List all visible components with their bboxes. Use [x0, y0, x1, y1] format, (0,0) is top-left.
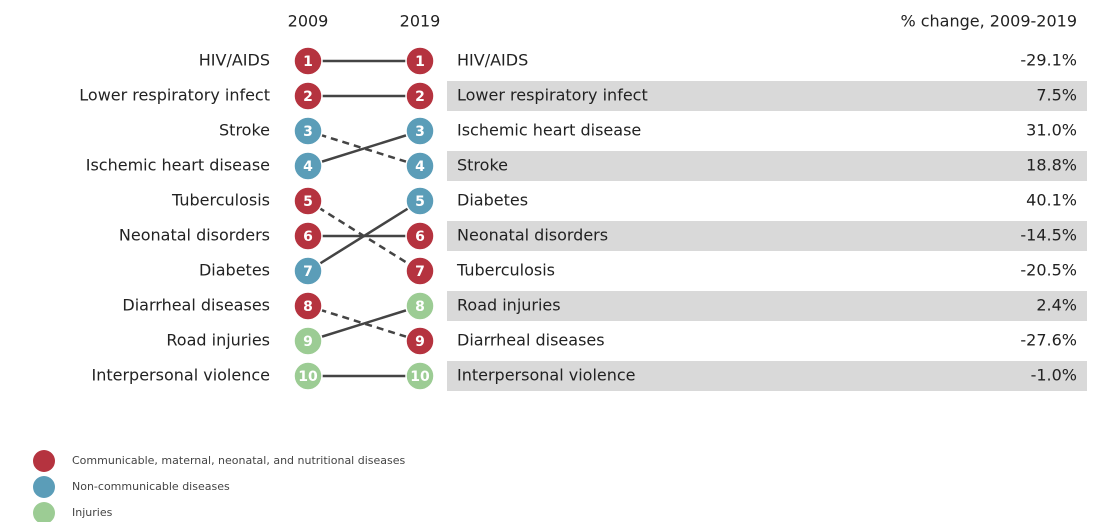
rank-circle	[293, 151, 323, 181]
rank-circle	[405, 361, 435, 391]
row-shading	[447, 151, 1087, 181]
rank-circle	[405, 151, 435, 181]
rank-number: 4	[303, 159, 313, 175]
legend-swatch	[33, 502, 55, 522]
cause-label: Diabetes	[457, 191, 528, 210]
cause-label: HIV/AIDS	[199, 51, 270, 70]
cause-label: Diabetes	[199, 261, 270, 280]
rank-number: 5	[303, 194, 313, 210]
rank-circle	[293, 221, 323, 251]
cause-label: Road injuries	[457, 296, 561, 315]
rank-number: 7	[303, 264, 313, 280]
cause-label: Neonatal disorders	[119, 226, 270, 245]
rank-number: 4	[415, 159, 425, 175]
connector	[307, 199, 421, 273]
rank-circle	[293, 186, 323, 216]
rank-circle	[405, 291, 435, 321]
row-shading-layer	[447, 81, 1087, 391]
rank-number: 9	[303, 334, 313, 350]
rank-number: 9	[415, 334, 425, 350]
cause-label: Ischemic heart disease	[86, 156, 270, 175]
rank-number: 6	[415, 229, 425, 245]
cause-label: Interpersonal violence	[91, 366, 270, 385]
rank-circle	[293, 116, 323, 146]
rank-circle	[293, 291, 323, 321]
change-header: % change, 2009-2019	[900, 12, 1077, 31]
cause-label: Diarrheal diseases	[122, 296, 270, 315]
cause-label: Lower respiratory infect	[457, 86, 648, 105]
year-header: 2019	[400, 12, 441, 31]
cause-label: HIV/AIDS	[457, 51, 528, 70]
rank-number: 7	[415, 264, 425, 280]
rank-number: 2	[303, 89, 313, 105]
cause-label: Road injuries	[166, 331, 270, 350]
rank-circle	[293, 361, 323, 391]
rank-number: 8	[303, 299, 313, 315]
percent-change: -27.6%	[1020, 331, 1077, 350]
connector	[307, 304, 421, 343]
percent-change: -20.5%	[1020, 261, 1077, 280]
row-shading	[447, 291, 1087, 321]
connector	[307, 304, 421, 343]
percent-change: -1.0%	[1031, 366, 1077, 385]
legend-swatch	[33, 476, 55, 498]
percent-change: 31.0%	[1026, 121, 1077, 140]
rank-circle	[293, 46, 323, 76]
rank-number: 3	[415, 124, 425, 140]
rank-circle	[405, 221, 435, 251]
percent-change: 7.5%	[1036, 86, 1077, 105]
rank-circle	[405, 81, 435, 111]
connector	[307, 129, 421, 168]
rank-circle	[405, 326, 435, 356]
legend-label: Communicable, maternal, neonatal, and nu…	[72, 454, 406, 467]
cause-label: Stroke	[219, 121, 270, 140]
row-shading	[447, 81, 1087, 111]
rank-number: 10	[410, 369, 430, 385]
year-header: 2009	[288, 12, 329, 31]
percent-change: -29.1%	[1020, 51, 1077, 70]
rank-number: 6	[303, 229, 313, 245]
legend-label: Injuries	[72, 506, 113, 519]
rank-circle	[405, 116, 435, 146]
cause-label: Lower respiratory infect	[79, 86, 270, 105]
percent-change: 18.8%	[1026, 156, 1077, 175]
percent-change: -14.5%	[1020, 226, 1077, 245]
rank-number: 8	[415, 299, 425, 315]
rank-circle	[293, 256, 323, 286]
rank-number: 2	[415, 89, 425, 105]
legend-swatch	[33, 450, 55, 472]
cause-label: Ischemic heart disease	[457, 121, 641, 140]
connector-layer	[307, 59, 421, 378]
rank-circle	[405, 256, 435, 286]
cause-label: Interpersonal violence	[457, 366, 636, 385]
rank-number: 1	[415, 54, 425, 70]
cause-label: Tuberculosis	[456, 261, 555, 280]
rank-circle	[405, 46, 435, 76]
rank-number: 3	[303, 124, 313, 140]
rank-number: 10	[298, 369, 318, 385]
rank-circle	[293, 326, 323, 356]
cause-label: Tuberculosis	[171, 191, 270, 210]
rank-number: 1	[303, 54, 313, 70]
cause-label: Stroke	[457, 156, 508, 175]
row-shading	[447, 361, 1087, 391]
percent-change: 2.4%	[1036, 296, 1077, 315]
rank-circle	[293, 81, 323, 111]
rank-number: 5	[415, 194, 425, 210]
cause-label: Neonatal disorders	[457, 226, 608, 245]
connector	[307, 129, 421, 168]
row-shading	[447, 221, 1087, 251]
percent-change: 40.1%	[1026, 191, 1077, 210]
legend-label: Non-communicable diseases	[72, 480, 230, 493]
cause-label: Diarrheal diseases	[457, 331, 605, 350]
rank-circle	[405, 186, 435, 216]
